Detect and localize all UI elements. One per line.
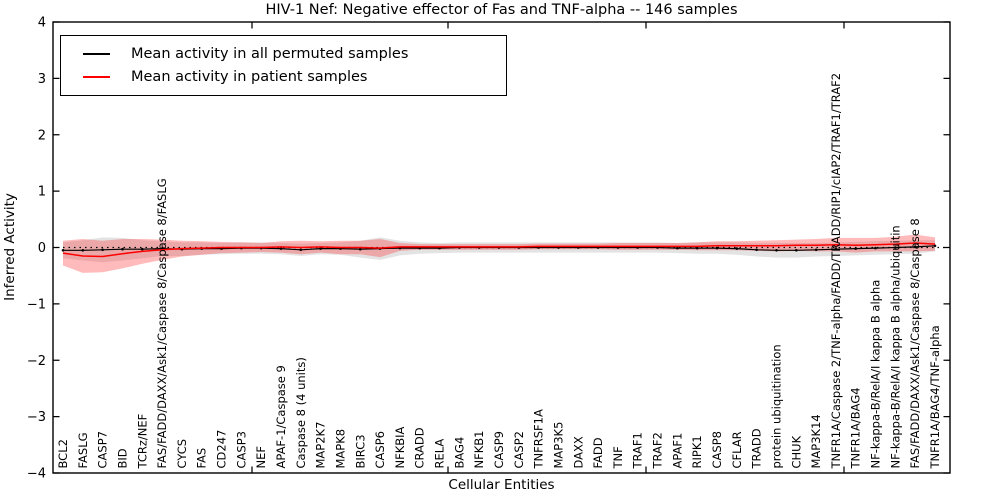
entity-label: CYCS — [175, 439, 189, 469]
entity-label: RIPK1 — [690, 435, 704, 468]
std-bands — [63, 234, 935, 273]
y-tick-label: 3 — [38, 72, 46, 87]
permuted-std-band — [63, 237, 935, 263]
entity-label: APAF1 — [670, 433, 684, 469]
entity-label: FASLG — [76, 432, 90, 468]
permuted-mean-marker — [141, 247, 144, 251]
permuted-mean-marker — [755, 248, 758, 252]
permuted-mean-marker — [715, 246, 719, 250]
legend-item-patient: Mean activity in patient samples — [61, 69, 506, 85]
entity-label: NF-kappa-B/RelA/I kappa B alpha — [869, 280, 883, 469]
entity-label: TRAF1 — [631, 432, 645, 469]
entity-label: TCRz/NEF — [135, 414, 149, 470]
patient-std-band — [63, 234, 935, 273]
permuted-mean-marker — [894, 246, 897, 249]
y-tick-label: 1 — [38, 185, 46, 200]
entity-label: TRADD — [750, 428, 764, 469]
entity-label: FAS/FADD/DAXX/Ask1/Caspase 8/Caspase 8/F… — [155, 178, 169, 468]
permuted-mean-marker — [61, 249, 65, 252]
permuted-mean-marker — [101, 248, 104, 252]
entity-label: TRAF2 — [651, 432, 665, 469]
permuted-mean-marker — [319, 247, 322, 250]
permuted-mean-marker — [874, 246, 877, 250]
entity-label: BCL2 — [56, 439, 70, 468]
entity-label: MAP3K5 — [552, 422, 566, 469]
entity-label: RELA — [433, 439, 447, 469]
entity-label: BIRC3 — [353, 434, 367, 468]
x-axis-title: Cellular Entities — [448, 477, 555, 493]
entity-label: CASP6 — [373, 431, 387, 468]
legend-item-permuted: Mean activity in all permuted samples — [61, 46, 506, 62]
permuted-mean-marker — [359, 247, 362, 251]
entity-label: protein ubiquitination — [770, 344, 784, 468]
entity-label: NFKB1 — [472, 431, 486, 469]
entity-label: BAG4 — [452, 437, 466, 469]
entity-label: APAF-1/Caspase 9 — [274, 365, 288, 468]
permuted-mean-marker — [933, 244, 937, 248]
entity-label: BID — [116, 448, 130, 468]
legend: Mean activity in all permuted samples Me… — [60, 35, 507, 96]
entity-label: TNFR1A/Caspase 2/TNF-alpha/FADD/TRADD/RI… — [829, 73, 843, 470]
entity-label: CASP9 — [492, 431, 506, 468]
entity-label: CASP7 — [96, 431, 110, 468]
permuted-mean-marker — [279, 247, 283, 250]
entity-label: NF-kappa-B/RelA/I kappa B alpha/ubiquiti… — [888, 225, 902, 468]
entity-label: DAXX — [571, 436, 585, 468]
entity-label: CD247 — [215, 430, 229, 469]
entity-label: MAP3K14 — [809, 414, 823, 468]
legend-label-permuted: Mean activity in all permuted samples — [131, 46, 409, 62]
permuted-mean-marker — [81, 249, 85, 252]
entity-label: TNFRSF1A — [532, 409, 546, 469]
legend-label-patient: Mean activity in patient samples — [131, 69, 368, 85]
y-tick-label: 0 — [38, 241, 46, 256]
entity-label: FAS/FADD/DAXX/Ask1/Caspase 8/Caspase 8 — [908, 218, 922, 468]
patient-line-swatch — [83, 76, 110, 78]
entity-label: FAS — [195, 448, 209, 469]
patient-mean-line — [62, 242, 936, 258]
entity-label: CASP2 — [512, 431, 526, 468]
y-tick-label: 4 — [38, 16, 46, 31]
permuted-line-swatch — [83, 53, 110, 55]
entity-label: TNFR1A/BAG4/TNF-alpha — [928, 325, 942, 469]
y-tick-label: −1 — [27, 297, 46, 312]
entity-label: CASP8 — [710, 431, 724, 468]
y-tick-label: −3 — [27, 410, 46, 425]
entity-label: CRADD — [413, 427, 427, 468]
permuted-mean-marker — [854, 247, 857, 250]
entity-label: NFKBIA — [393, 426, 407, 468]
y-tick-label: 2 — [38, 128, 46, 143]
permuted-mean-marker — [121, 247, 124, 251]
permuted-mean-marker — [814, 248, 818, 252]
entity-label: CASP3 — [234, 431, 248, 468]
entity-label: Caspase 8 (4 units) — [294, 357, 308, 468]
chart-title: HIV-1 Nef: Negative effector of Fas and … — [265, 2, 738, 18]
entity-label: CHUK — [789, 435, 803, 468]
entity-label: TNF — [611, 446, 625, 469]
permuted-mean-marker — [695, 246, 699, 250]
y-tick-labels: 4 3 2 1 0 −1 −2 −3 −4 — [27, 16, 46, 482]
entity-label: TNFR1A/BAG4 — [849, 387, 863, 469]
permuted-mean-marker — [735, 247, 739, 250]
permuted-mean-marker — [913, 245, 917, 249]
entity-label: MAP2K7 — [314, 422, 328, 469]
permuted-mean-marker — [676, 246, 679, 250]
permuted-mean-marker — [775, 249, 778, 252]
y-tick-label: −4 — [27, 467, 46, 482]
mean-lines — [61, 242, 946, 258]
entity-label: NEF — [254, 446, 268, 468]
permuted-mean-marker — [299, 248, 303, 252]
entity-labels: BCL2 FASLG CASP7 BID TCRz/NEF FAS/FADD/DAXX/A… — [56, 73, 942, 470]
y-tick-label: −2 — [27, 354, 46, 369]
axes-frame — [52, 21, 951, 474]
entity-label: FADD — [591, 437, 605, 468]
permuted-mean-marker — [795, 249, 798, 252]
y-axis-title: Inferred Activity — [2, 193, 18, 301]
entity-label: CFLAR — [730, 431, 744, 468]
permuted-mean-marker — [834, 247, 838, 251]
entity-label: MAPK8 — [334, 429, 348, 469]
